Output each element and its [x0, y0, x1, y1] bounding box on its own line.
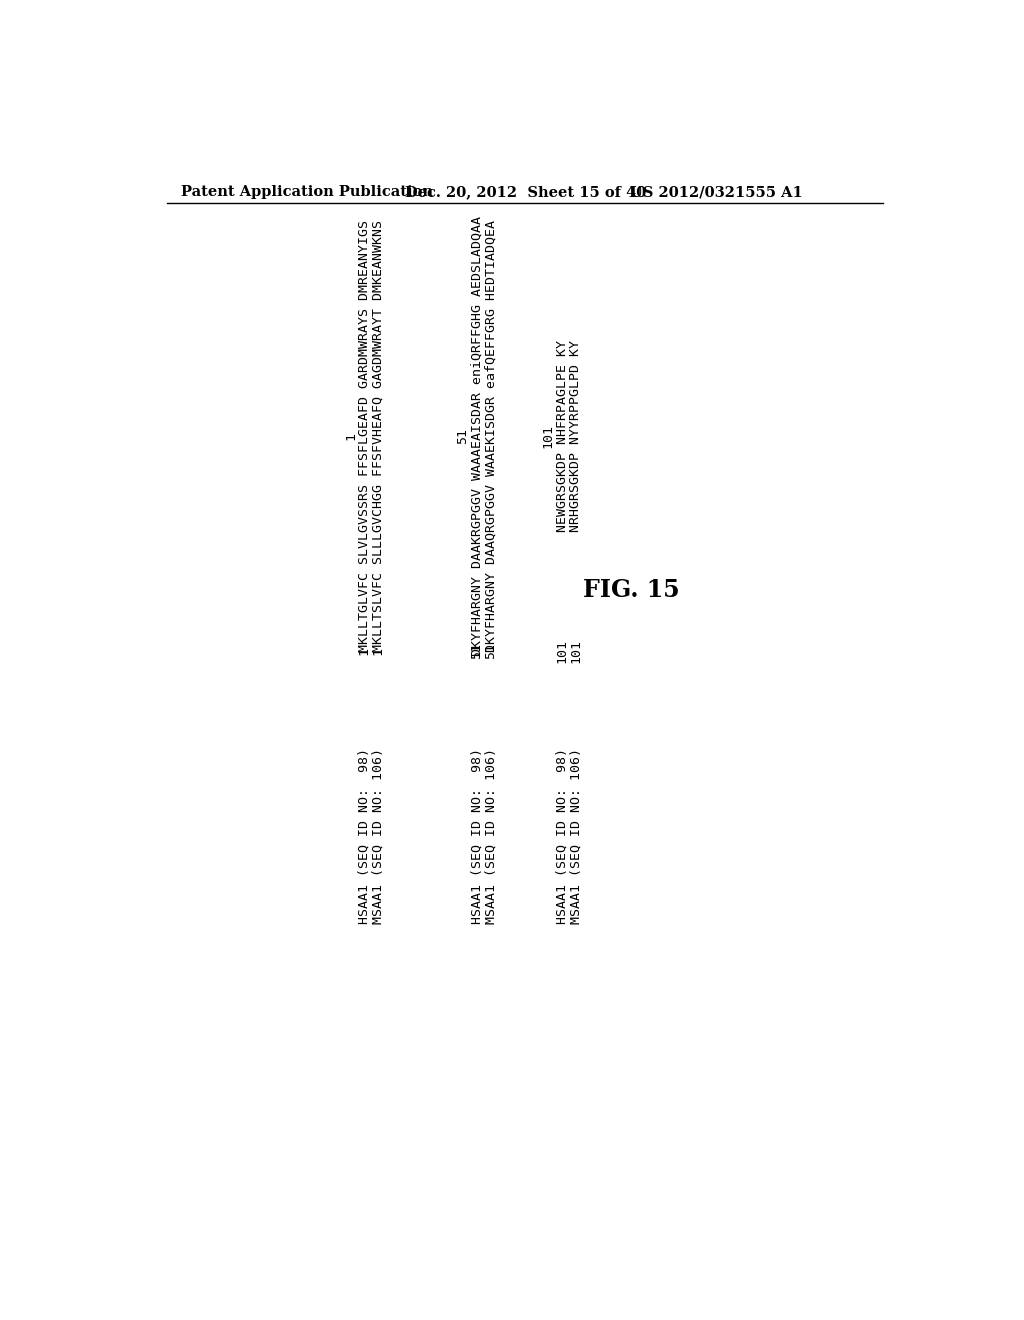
Text: HSAA1 (SEQ ID NO:  98): HSAA1 (SEQ ID NO: 98) [357, 748, 371, 924]
Text: 1: 1 [344, 432, 357, 440]
Text: MKLLTSLVFC SLLLGVCHGG FFSFVHEAFQ GAGDMWRAYT DMKEANWKNS: MKLLTSLVFC SLLLGVCHGG FFSFVHEAFQ GAGDMWR… [372, 219, 385, 652]
Text: Patent Application Publication: Patent Application Publication [180, 185, 433, 199]
Text: 101: 101 [542, 424, 555, 447]
Text: HSAA1 (SEQ ID NO:  98): HSAA1 (SEQ ID NO: 98) [555, 748, 568, 924]
Text: FIG. 15: FIG. 15 [584, 578, 680, 602]
Text: NRHGRSGKDP NYYRPPGLPD KY: NRHGRSGKDP NYYRPPGLPD KY [569, 339, 583, 532]
Text: NEWGRSGKDP NHFRPAGLPE KY: NEWGRSGKDP NHFRPAGLPE KY [555, 339, 568, 532]
Text: 101: 101 [555, 639, 568, 663]
Text: MKLLTGLVFC SLVLGVSSRS FFSFLGEAFD GARDMWRAYS DMREANYIGS: MKLLTGLVFC SLVLGVSSRS FFSFLGEAFD GARDMWR… [357, 219, 371, 652]
Text: 101: 101 [569, 639, 583, 663]
Text: DKYFHARGNY DAAKRGPGGV WAAAEAISDAR eniQRFFGHG AEDSLADQAA: DKYFHARGNY DAAKRGPGGV WAAAEAISDAR eniQRF… [470, 215, 483, 656]
Text: Dec. 20, 2012  Sheet 15 of 40: Dec. 20, 2012 Sheet 15 of 40 [406, 185, 647, 199]
Text: 1: 1 [357, 647, 371, 655]
Text: DKYFHARGNY DAAQRGPGGV WAAEKISDGR eafQEFFGRG HEDTIADQEA: DKYFHARGNY DAAQRGPGGV WAAEKISDGR eafQEFF… [484, 219, 498, 652]
Text: 51: 51 [484, 643, 498, 659]
Text: 1: 1 [372, 647, 385, 655]
Text: 51: 51 [470, 643, 483, 659]
Text: 51: 51 [457, 428, 469, 444]
Text: MSAA1 (SEQ ID NO: 106): MSAA1 (SEQ ID NO: 106) [372, 748, 385, 924]
Text: HSAA1 (SEQ ID NO:  98): HSAA1 (SEQ ID NO: 98) [470, 748, 483, 924]
Text: MSAA1 (SEQ ID NO: 106): MSAA1 (SEQ ID NO: 106) [484, 748, 498, 924]
Text: US 2012/0321555 A1: US 2012/0321555 A1 [630, 185, 803, 199]
Text: MSAA1 (SEQ ID NO: 106): MSAA1 (SEQ ID NO: 106) [569, 748, 583, 924]
